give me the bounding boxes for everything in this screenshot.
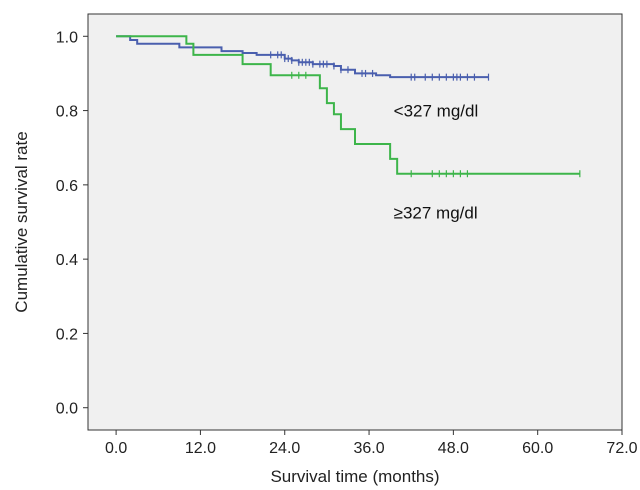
tick-marks	[83, 35, 623, 435]
y-tick-label: 0.0	[56, 401, 78, 418]
series-label-high: ≥327 mg/dl	[394, 204, 478, 223]
y-tick-label: 0.6	[56, 178, 78, 195]
x-axis-title: Survival time (months)	[270, 467, 439, 486]
x-tick-label: 48.0	[438, 440, 469, 457]
y-tick-label: 1.0	[56, 29, 78, 46]
x-tick-label: 72.0	[606, 440, 637, 457]
series-layer	[116, 35, 581, 178]
series-label-low: <327 mg/dl	[394, 102, 479, 121]
y-tick-label: 0.4	[56, 252, 78, 269]
plot-area	[87, 13, 623, 431]
x-tick-label: 0.0	[105, 440, 127, 457]
series-0	[116, 35, 490, 81]
x-tick-label: 12.0	[185, 440, 216, 457]
series-1	[116, 35, 581, 178]
tick-labels: 0.0 12.0 24.0 36.0 48.0 60.0 72.0 0.0 0.2 0.4 0.6 0…	[56, 29, 638, 457]
y-axis-title: Cumulative survival rate	[12, 131, 31, 312]
x-tick-label: 36.0	[353, 440, 384, 457]
x-tick-label: 60.0	[522, 440, 553, 457]
survival-curve	[116, 35, 580, 175]
y-tick-label: 0.8	[56, 104, 78, 121]
x-tick-label: 24.0	[269, 440, 300, 457]
y-tick-label: 0.2	[56, 326, 78, 343]
